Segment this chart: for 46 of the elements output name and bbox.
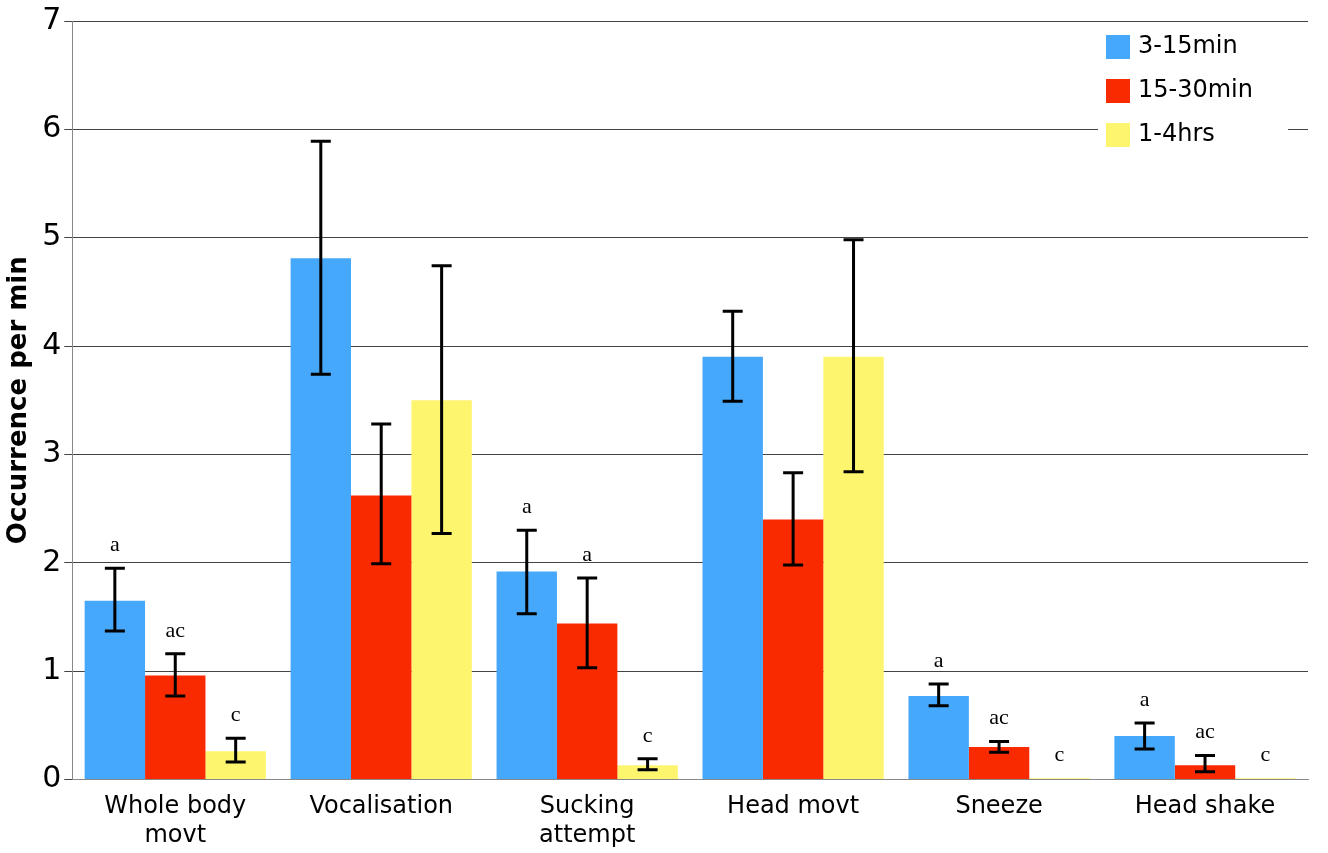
- bar: [823, 356, 884, 779]
- y-tick-label: 3: [42, 434, 62, 470]
- x-tick-label: Whole body movt: [104, 791, 247, 848]
- bar: [968, 746, 1030, 779]
- bar: [617, 765, 678, 779]
- data-label: a: [521, 492, 532, 518]
- y-tick-label: 1: [42, 650, 62, 686]
- x-tick-label: Sneeze: [955, 791, 1043, 820]
- data-label: a: [933, 646, 944, 672]
- legend-label: 15-30min: [1138, 75, 1253, 104]
- bar: [908, 695, 969, 779]
- bar: [351, 495, 412, 779]
- data-label: a: [582, 540, 593, 566]
- y-tick-label: 7: [42, 0, 62, 36]
- bar: [411, 400, 472, 779]
- bar: [205, 751, 266, 779]
- x-tick-label: Head movt: [727, 791, 860, 820]
- y-tick-label: 2: [42, 542, 62, 578]
- y-tick-label: 6: [42, 109, 62, 145]
- x-tick-label: Head shake: [1134, 791, 1276, 820]
- legend-label: 3-15min: [1138, 31, 1238, 60]
- data-label: c: [1054, 741, 1065, 767]
- data-label: c: [642, 721, 653, 747]
- data-label: ac: [989, 704, 1010, 730]
- data-label: c: [230, 701, 241, 727]
- bar: [145, 675, 206, 779]
- data-label: a: [109, 530, 120, 556]
- bar: [762, 519, 824, 779]
- data-label: a: [1139, 685, 1150, 711]
- bar: [84, 600, 146, 779]
- bar: [702, 356, 763, 779]
- y-axis-title: Occurrence per min: [2, 256, 33, 545]
- data-label: c: [1260, 741, 1271, 767]
- data-label: ac: [165, 616, 186, 642]
- bar: [496, 571, 557, 779]
- x-tick-label: Vocalisation: [309, 791, 454, 820]
- y-tick-label: 0: [42, 759, 62, 795]
- bar: [1114, 736, 1175, 779]
- legend-label: 1-4hrs: [1138, 119, 1215, 148]
- bar: [556, 623, 618, 779]
- bar: [290, 258, 352, 779]
- data-label: ac: [1195, 718, 1216, 744]
- x-tick-label: Sucking attempt: [539, 791, 636, 848]
- y-tick-label: 4: [42, 325, 62, 361]
- y-tick-label: 5: [42, 217, 62, 253]
- bar: [1174, 765, 1236, 779]
